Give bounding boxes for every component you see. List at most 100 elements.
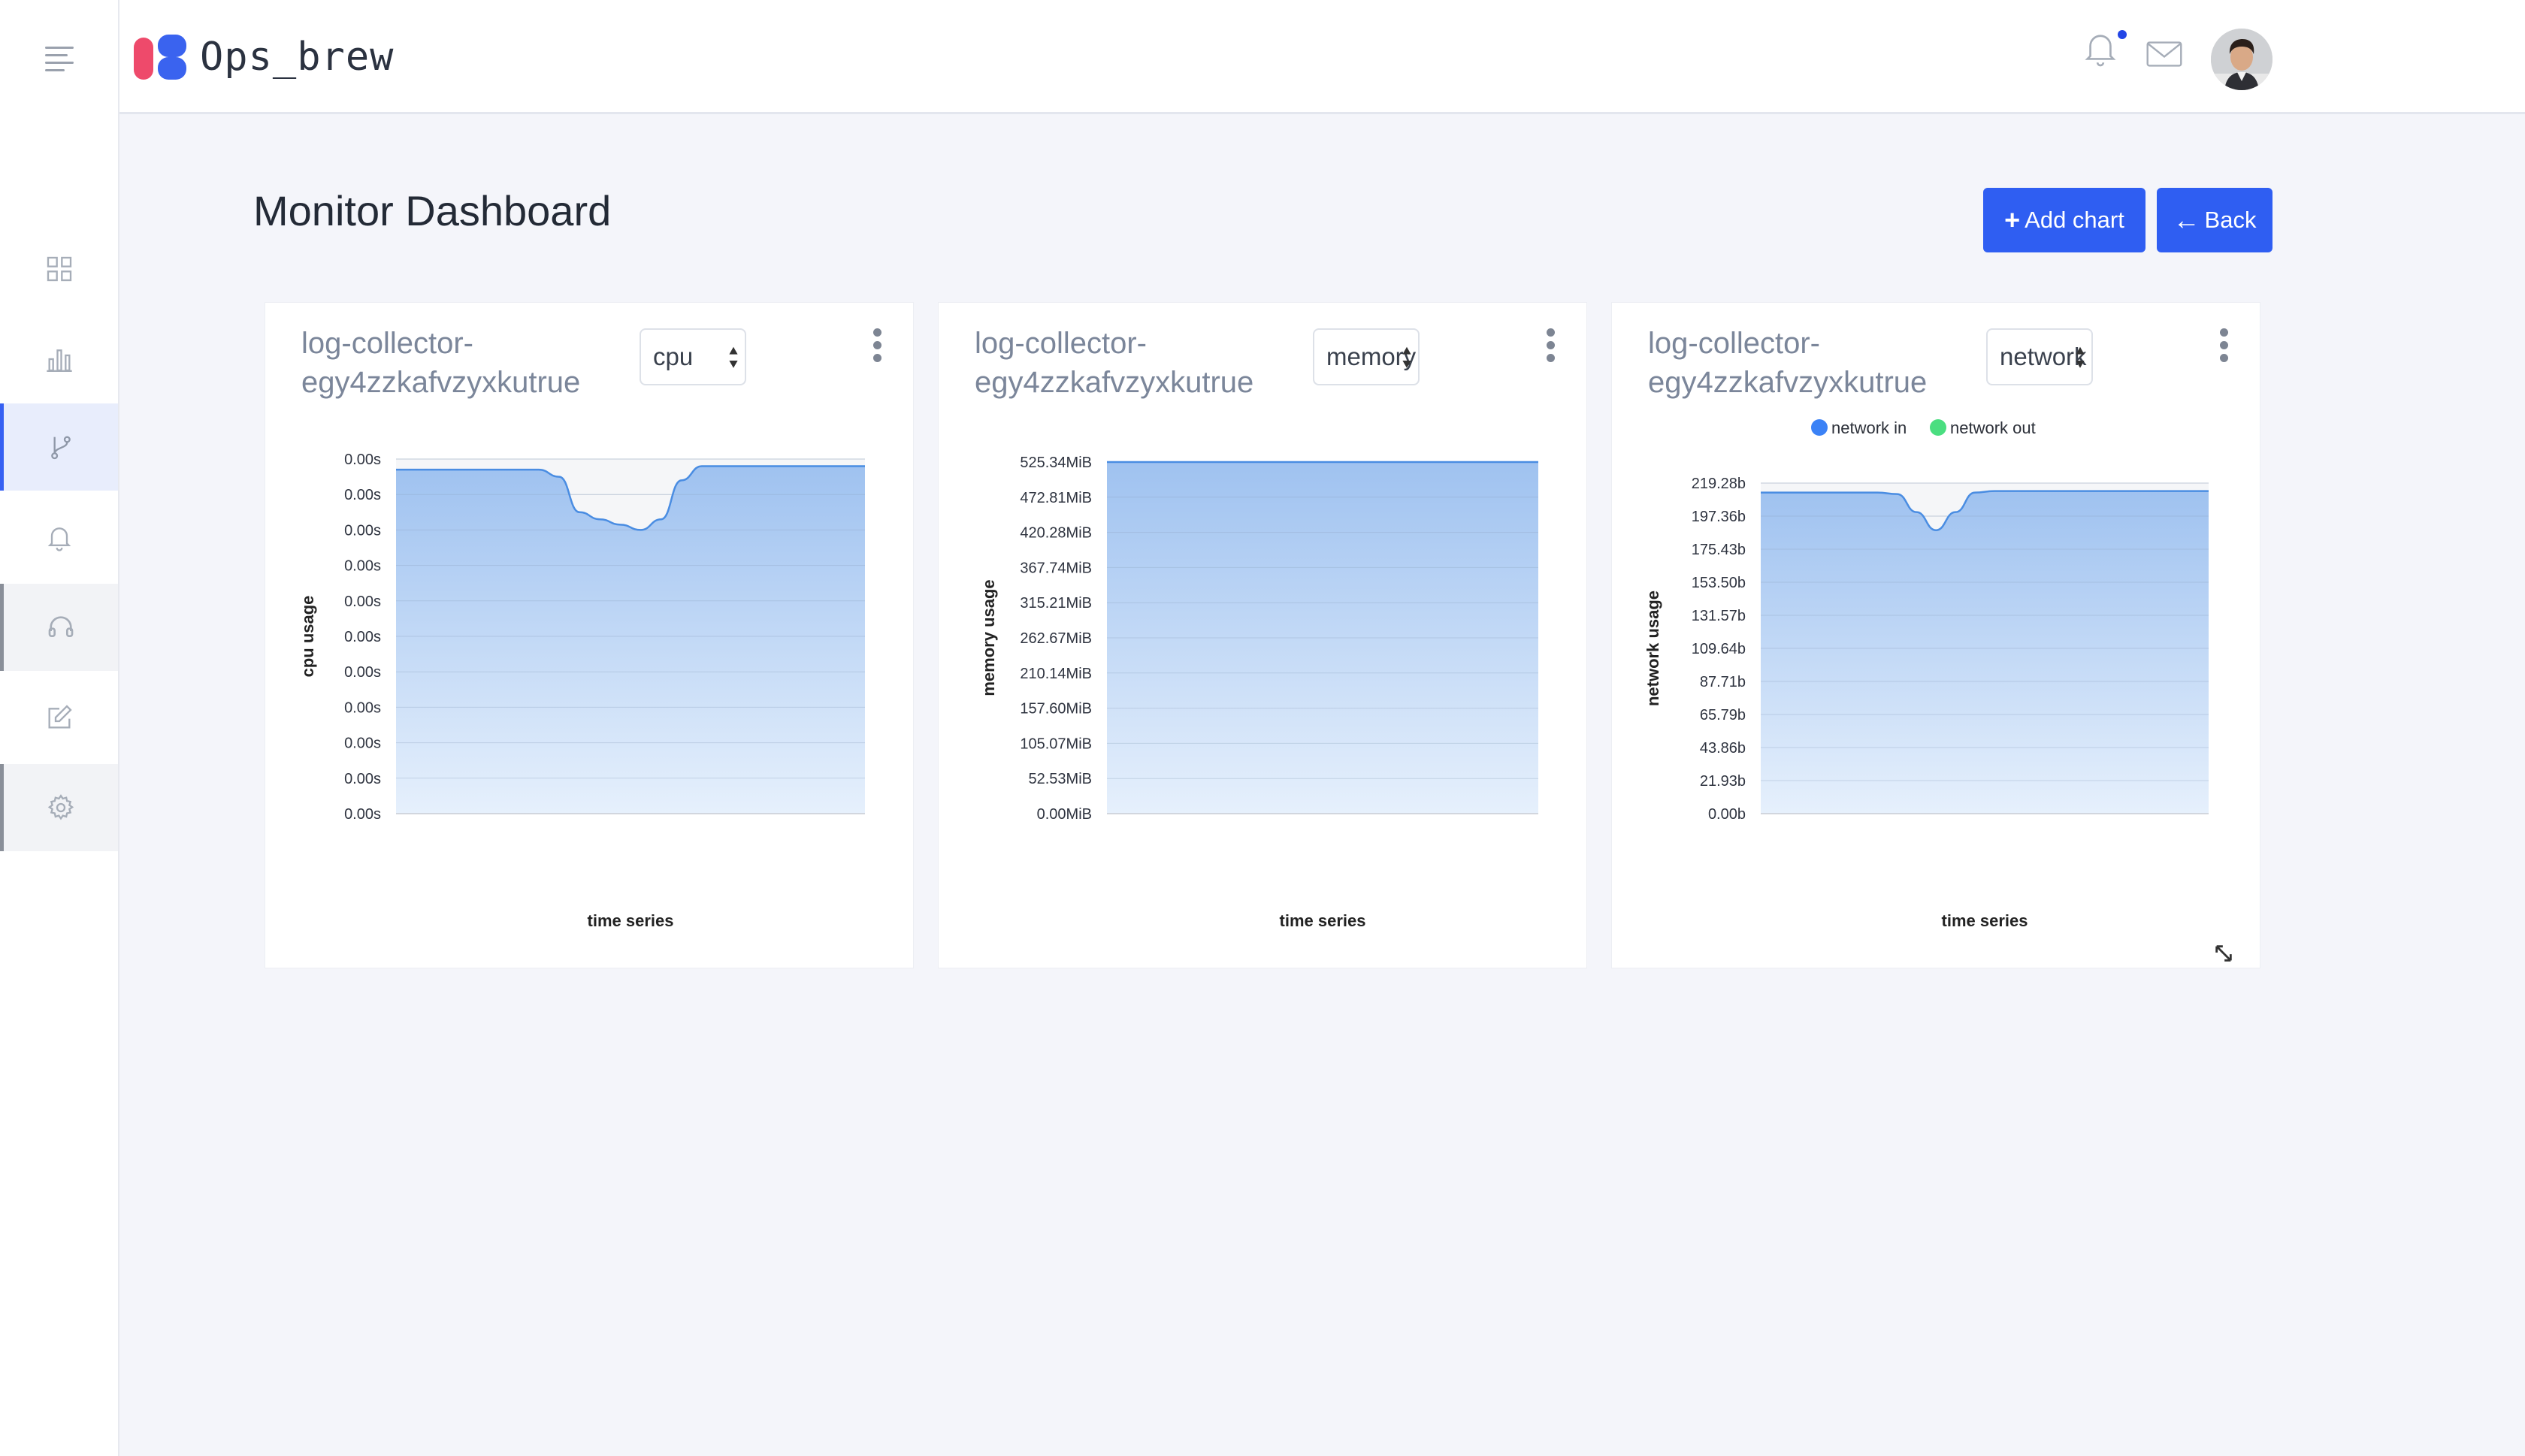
y-tick-label: 175.43b [1692, 542, 1746, 558]
series-area [1107, 462, 1538, 814]
y-tick-label: 131.57b [1692, 608, 1746, 624]
y-tick-label: 210.14MiB [1020, 666, 1092, 682]
y-tick-label: 0.00s [344, 522, 381, 539]
card-title: log-collector-egy4zzkafvzyxkutrue [301, 327, 581, 399]
more-vertical-icon[interactable] [2216, 328, 2231, 364]
app-logo[interactable]: Ops_brew [134, 33, 394, 81]
y-tick-label: 472.81MiB [1020, 490, 1092, 506]
back-button[interactable]: ← Back [2157, 188, 2272, 252]
sidebar-item-pipelines[interactable] [0, 403, 118, 491]
git-branch-icon [51, 436, 71, 460]
y-tick-label: 0.00s [344, 452, 381, 468]
headset-icon [48, 616, 74, 637]
logo-mark-icon [134, 35, 191, 80]
metric-select-value: network [2000, 343, 2087, 370]
metric-select[interactable]: memory [1313, 328, 1420, 385]
y-tick-label: 0.00b [1708, 806, 1746, 823]
metric-select-value: memory [1326, 343, 1417, 370]
series-area [1761, 491, 2209, 814]
y-tick-label: 157.60MiB [1020, 701, 1092, 717]
y-tick-label: 21.93b [1700, 773, 1746, 790]
y-tick-label: 262.67MiB [1020, 630, 1092, 647]
page-title: Monitor Dashboard [253, 187, 612, 234]
bar-chart-icon [46, 349, 72, 372]
network-usage-chart: 0.00b 21.93b 43.86b 65.79b 87.71b 109.64b 131.… [1644, 418, 2209, 930]
chart-card-cpu: log-collector-egy4zzkafvzyxkutrue cpu 0.… [265, 302, 914, 968]
bell-icon [47, 527, 71, 551]
card-title: log-collector-egy4zzkafvzyxkutrue [1648, 327, 1928, 399]
sidebar-item-alerts[interactable] [0, 494, 118, 581]
y-tick-label: 0.00s [344, 806, 381, 823]
app-name: Ops_brew [200, 35, 395, 80]
series-line [396, 465, 865, 531]
y-tick-label: 420.28MiB [1020, 525, 1092, 542]
metric-select[interactable]: network [1986, 328, 2093, 385]
menu-toggle-icon[interactable] [45, 47, 74, 71]
y-tick-label: 0.00s [344, 487, 381, 503]
y-tick-label: 153.50b [1692, 575, 1746, 591]
select-arrows-icon [729, 346, 738, 368]
y-tick-label: 0.00s [344, 558, 381, 575]
legend-label[interactable]: network in [1831, 418, 1907, 437]
x-axis-title: time series [1942, 911, 2028, 930]
chart-card-network: log-collector-egy4zzkafvzyxkutrue networ… [1611, 302, 2260, 968]
y-axis-title: cpu usage [298, 596, 317, 678]
legend-marker[interactable] [1811, 419, 1828, 436]
sidebar-item-dashboard[interactable] [0, 225, 118, 313]
back-label: Back [2204, 207, 2257, 233]
mail-icon[interactable] [2146, 41, 2182, 68]
sidebar [0, 0, 119, 1456]
card-title: log-collector-egy4zzkafvzyxkutrue [975, 327, 1254, 399]
y-tick-label: 315.21MiB [1020, 595, 1092, 612]
legend-marker[interactable] [1930, 419, 1946, 436]
y-axis-title: network usage [1644, 591, 1662, 706]
sidebar-item-settings[interactable] [0, 764, 118, 851]
sidebar-item-analytics[interactable] [0, 316, 118, 403]
user-portrait-icon [2211, 29, 2272, 90]
legend-label[interactable]: network out [1950, 418, 2036, 437]
y-tick-label: 0.00s [344, 736, 381, 752]
y-tick-label: 197.36b [1692, 509, 1746, 525]
user-avatar[interactable] [2211, 29, 2272, 90]
select-arrows-icon [2076, 346, 2085, 368]
plus-icon: + [2004, 204, 2021, 235]
y-tick-label: 525.34MiB [1020, 455, 1092, 471]
y-tick-label: 0.00s [344, 699, 381, 716]
y-axis-title: memory usage [979, 579, 998, 696]
x-axis-title: time series [588, 911, 674, 930]
metric-select[interactable]: cpu [640, 328, 746, 385]
series-area [396, 466, 865, 814]
select-arrows-icon [1402, 346, 1411, 368]
top-bar [119, 0, 2525, 114]
y-tick-label: 65.79b [1700, 707, 1746, 723]
notifications-bell-icon[interactable] [2083, 30, 2118, 68]
cpu-usage-chart: 0.00s 0.00s 0.00s 0.00s 0.00s 0.00s 0.00s 0.00s… [298, 452, 865, 930]
add-chart-button[interactable]: + Add chart [1983, 188, 2145, 252]
arrow-left-icon: ← [2173, 204, 2200, 235]
series-line [1761, 490, 2209, 532]
y-tick-label: 0.00s [344, 629, 381, 645]
notification-dot [2118, 30, 2127, 39]
y-tick-label: 0.00s [344, 594, 381, 610]
chart-card-memory: log-collector-egy4zzkafvzyxkutrue memory… [938, 302, 1587, 968]
add-chart-label: Add chart [2025, 207, 2124, 233]
dashboard-grid-icon [47, 256, 71, 282]
edit-icon [48, 705, 72, 729]
y-tick-label: 87.71b [1700, 674, 1746, 690]
y-tick-label: 43.86b [1700, 740, 1746, 757]
resize-handle-icon[interactable] [2213, 943, 2234, 964]
y-tick-label: 0.00s [344, 771, 381, 787]
more-vertical-icon[interactable] [869, 328, 885, 364]
y-tick-label: 0.00MiB [1037, 806, 1092, 823]
y-tick-label: 52.53MiB [1029, 771, 1093, 787]
y-tick-label: 0.00s [344, 664, 381, 681]
y-tick-label: 105.07MiB [1020, 736, 1092, 752]
y-tick-label: 109.64b [1692, 641, 1746, 657]
metric-select-value: cpu [653, 343, 694, 370]
x-axis-title: time series [1280, 911, 1366, 930]
y-tick-label: 367.74MiB [1020, 560, 1092, 576]
memory-usage-chart: 0.00MiB 52.53MiB 105.07MiB 157.60MiB 210.14M… [979, 455, 1538, 930]
sidebar-item-edit[interactable] [0, 674, 118, 761]
more-vertical-icon[interactable] [1543, 328, 1558, 364]
sidebar-item-support[interactable] [0, 584, 118, 671]
